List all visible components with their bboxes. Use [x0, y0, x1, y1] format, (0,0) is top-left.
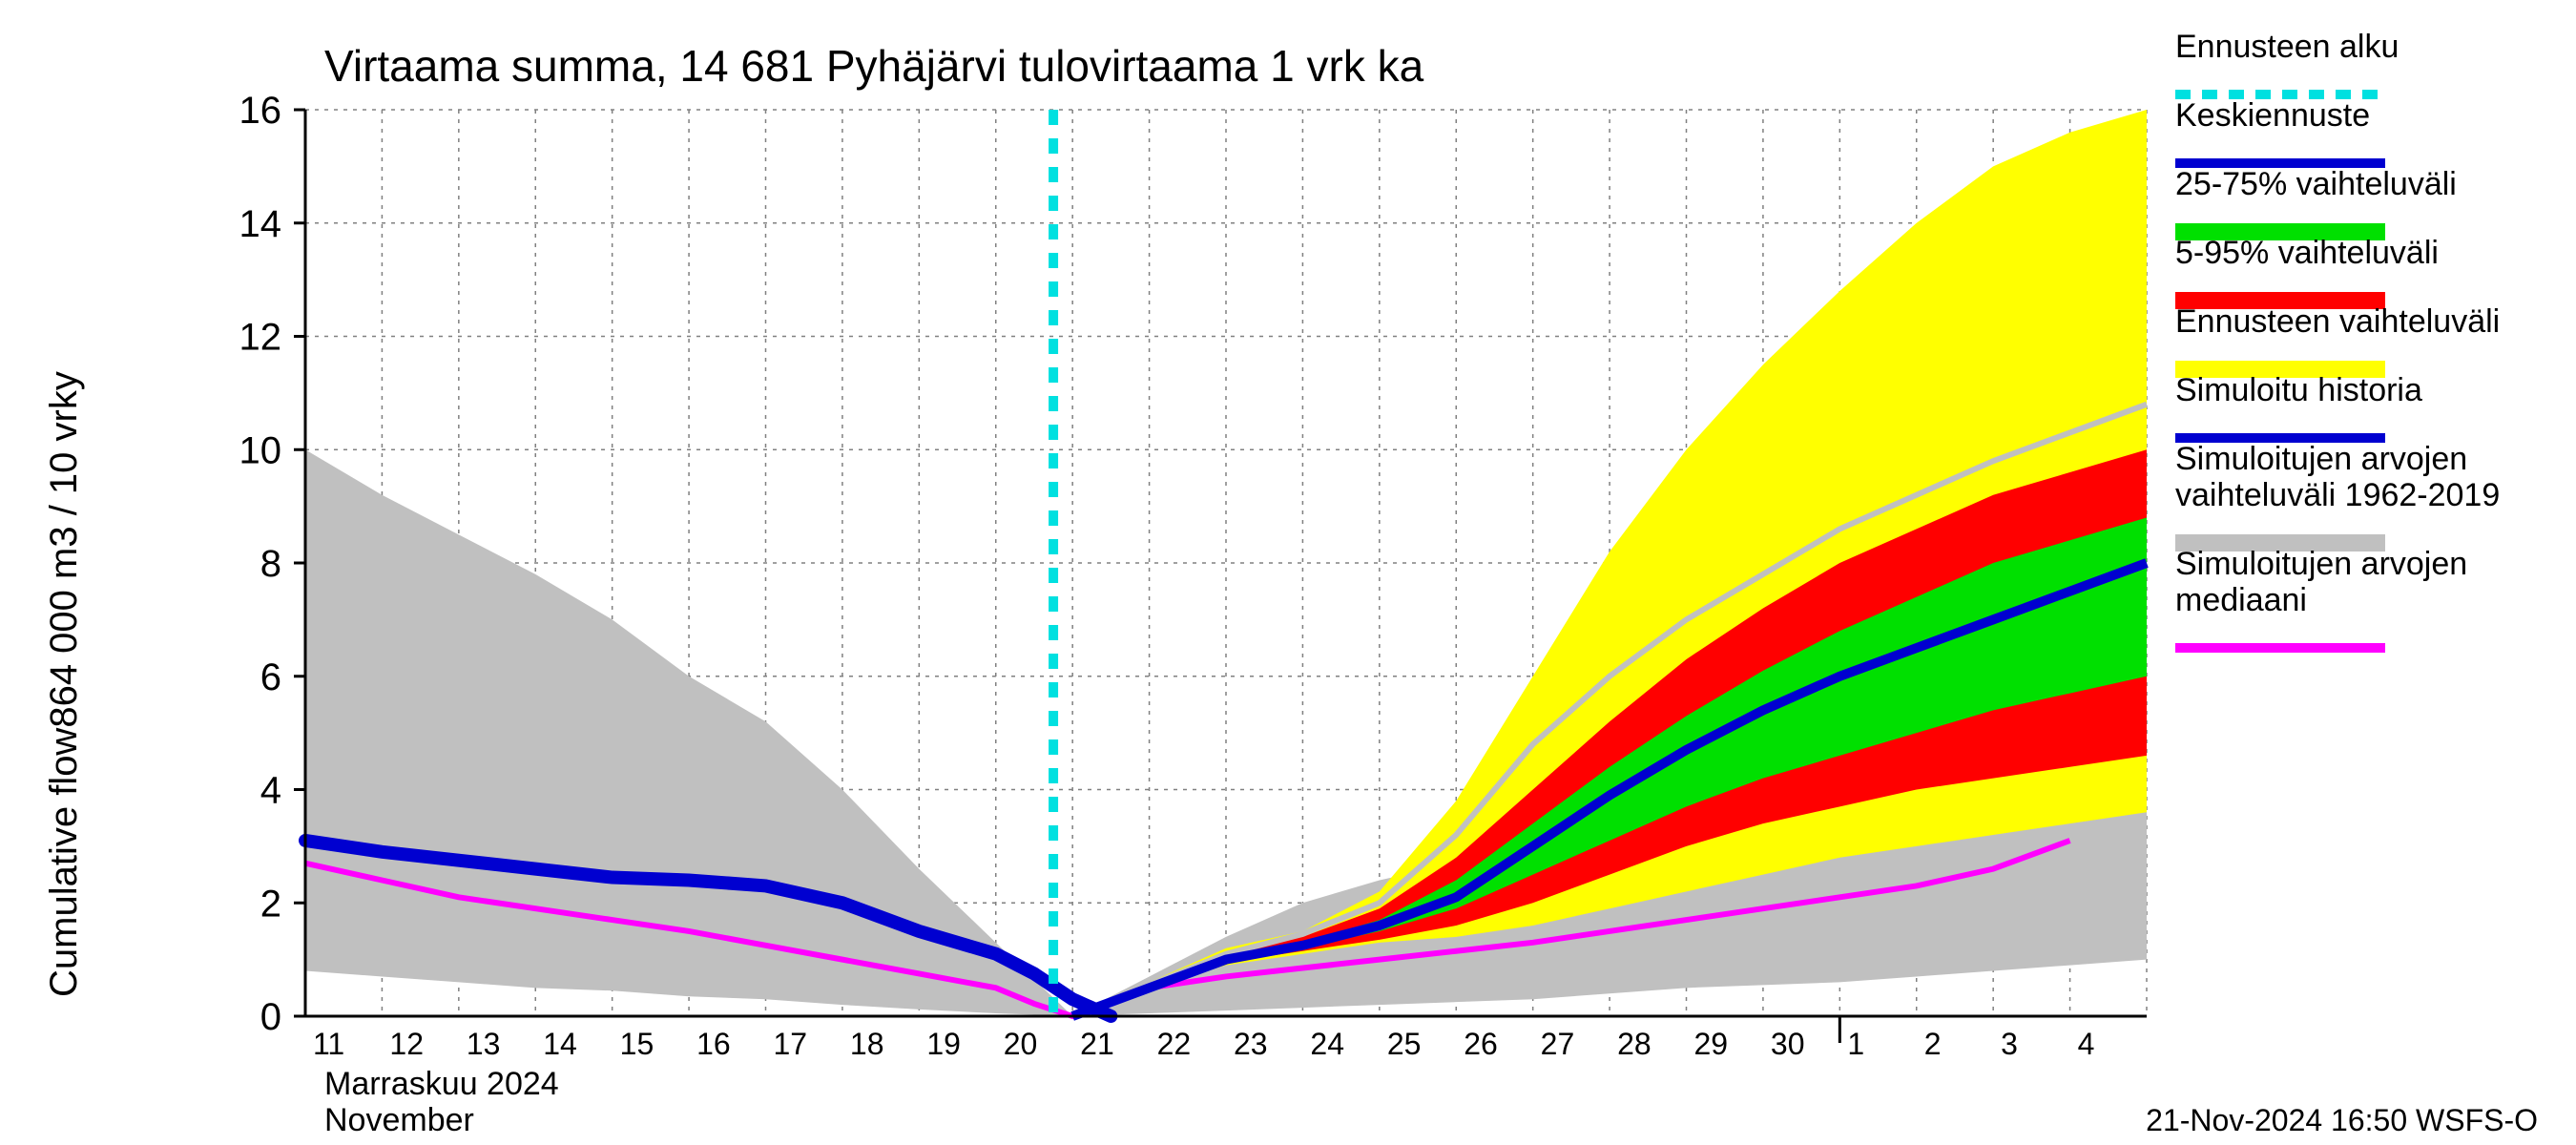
legend-label: Keskiennuste: [2175, 97, 2370, 134]
y-tick-label: 0: [260, 996, 281, 1038]
y-tick-label: 2: [260, 883, 281, 925]
legend-label: 5-95% vaihteluväli: [2175, 235, 2439, 271]
x-tick-label: 25: [1387, 1027, 1422, 1061]
legend-label: Simuloitujen arvojen: [2175, 441, 2467, 477]
x-tick-label: 20: [1004, 1027, 1038, 1061]
x-tick-label: 24: [1310, 1027, 1344, 1061]
x-tick-label: 3: [2001, 1027, 2018, 1061]
legend-label: 25-75% vaihteluväli: [2175, 166, 2457, 202]
y-tick-label: 14: [239, 203, 282, 245]
legend-swatch: [2175, 643, 2385, 653]
x-tick-label: 13: [467, 1027, 501, 1061]
x-tick-label: 21: [1080, 1027, 1114, 1061]
legend-label: Ennusteen alku: [2175, 29, 2399, 65]
x-tick-label: 11: [313, 1027, 344, 1061]
y-tick-label: 8: [260, 543, 281, 585]
x-tick-label: 12: [389, 1027, 424, 1061]
y-tick-label: 12: [239, 317, 282, 359]
x-tick-label: 17: [774, 1027, 808, 1061]
x-tick-label: 15: [620, 1027, 654, 1061]
x-tick-label: 14: [543, 1027, 577, 1061]
y-tick-label: 16: [239, 90, 282, 132]
x-tick-label: 28: [1617, 1027, 1652, 1061]
x-month-label-en: November: [324, 1102, 474, 1138]
y-tick-label: 6: [260, 656, 281, 698]
x-tick-label: 29: [1694, 1027, 1729, 1061]
x-tick-label: 22: [1157, 1027, 1192, 1061]
legend-label: Simuloitujen arvojen: [2175, 546, 2467, 582]
y-axis-label: Cumulative flow864 000 m3 / 10 vrky: [43, 371, 85, 997]
chart-container: 0246810121416111213141516171819202122232…: [0, 0, 2576, 1145]
x-tick-label: 26: [1464, 1027, 1498, 1061]
legend-label: Simuloitu historia: [2175, 372, 2422, 408]
chart-svg: 0246810121416111213141516171819202122232…: [0, 0, 2576, 1145]
chart-title: Virtaama summa, 14 681 Pyhäjärvi tulovir…: [324, 41, 1424, 91]
y-tick-label: 10: [239, 429, 282, 471]
y-tick-label: 4: [260, 770, 281, 812]
x-tick-label: 27: [1541, 1027, 1575, 1061]
x-tick-label: 4: [2078, 1027, 2095, 1061]
legend-label: vaihteluväli 1962-2019: [2175, 477, 2500, 513]
x-tick-label: 19: [926, 1027, 961, 1061]
x-month-label-fi: Marraskuu 2024: [324, 1066, 559, 1102]
x-tick-label: 23: [1234, 1027, 1268, 1061]
x-tick-label: 18: [850, 1027, 884, 1061]
x-tick-label: 1: [1847, 1027, 1864, 1061]
legend-label: mediaani: [2175, 582, 2307, 618]
x-tick-label: 2: [1924, 1027, 1942, 1061]
x-tick-label: 16: [696, 1027, 731, 1061]
x-tick-label: 30: [1771, 1027, 1805, 1061]
legend-label: Ennusteen vaihteluväli: [2175, 303, 2500, 340]
footer-timestamp: 21-Nov-2024 16:50 WSFS-O: [2146, 1103, 2538, 1137]
